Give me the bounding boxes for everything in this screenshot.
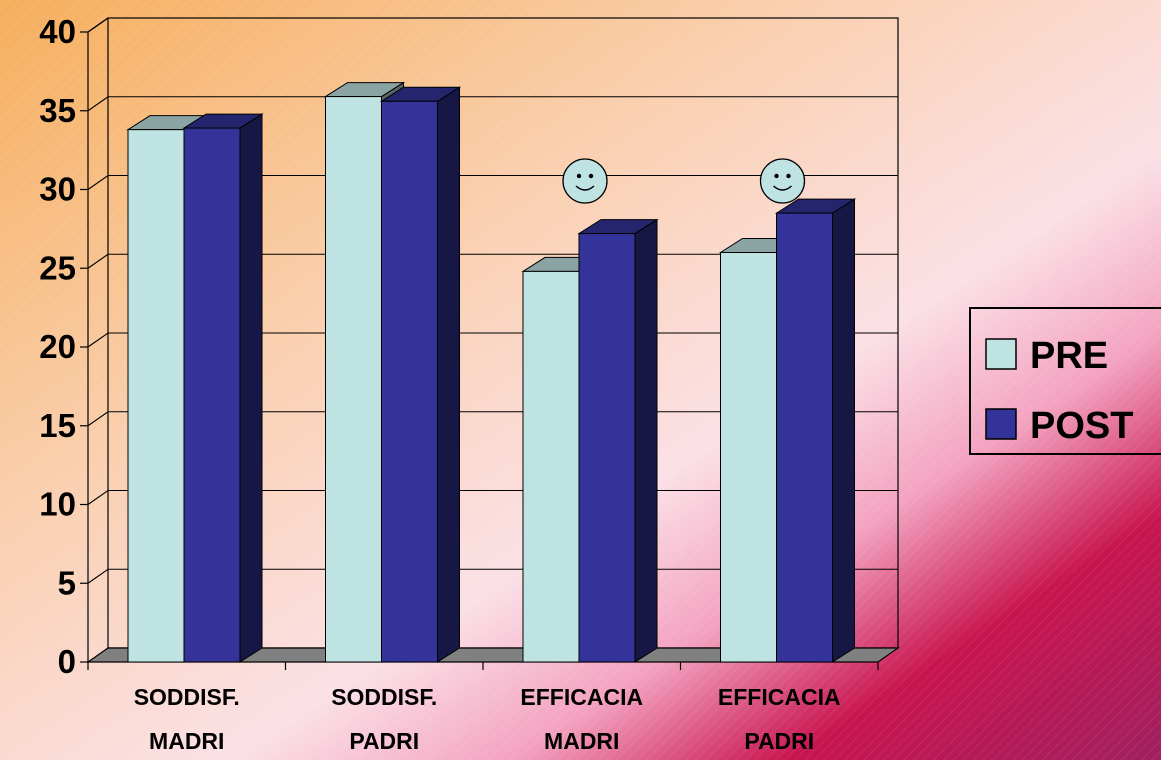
- bar-side: [239, 113, 263, 663]
- y-axis-ticks: 0 5 10 15 20 25 30 35 40: [39, 13, 879, 680]
- y-tick-label: 30: [39, 171, 76, 208]
- bar-front: [183, 127, 241, 663]
- bar-post: [577, 218, 659, 663]
- bar-front: [720, 252, 777, 663]
- bar-post: [379, 86, 462, 663]
- y-tick-label: 40: [39, 13, 76, 50]
- y-tick-label: 25: [39, 249, 76, 286]
- smiley-mouth: [773, 185, 792, 191]
- y-tick-label: 10: [39, 486, 76, 523]
- annotations: [562, 158, 806, 204]
- x-axis-labels: SODDISF. MADRI SODDISF. PADRI EFFICACIA MADRI…: [134, 684, 841, 754]
- x-axis-label: MADRI: [544, 728, 619, 754]
- bar-post: [182, 113, 264, 663]
- smiley-icon: [759, 158, 806, 204]
- gridline: [87, 96, 898, 112]
- bar-post: [774, 198, 857, 663]
- legend-label-post: POST: [1030, 405, 1133, 447]
- legend: PRE POST: [969, 307, 1161, 455]
- gridline: [87, 17, 898, 33]
- smiley-eye: [588, 173, 594, 179]
- bar-front: [325, 96, 382, 663]
- x-axis-label: PADRI: [744, 728, 814, 754]
- bar-front: [127, 129, 185, 663]
- legend-swatch-post: [985, 408, 1017, 440]
- y-tick-label: 20: [39, 328, 76, 365]
- smiley-eye: [774, 173, 779, 179]
- smiley-face: [562, 158, 608, 204]
- y-tick-label: 35: [39, 92, 76, 129]
- y-tick-label: 15: [39, 407, 76, 444]
- x-axis-label: EFFICACIA: [520, 684, 643, 710]
- legend-label-pre: PRE: [1030, 335, 1108, 377]
- y-tick-label: 0: [58, 643, 76, 680]
- smiley-face: [759, 158, 806, 204]
- x-axis-label: PADRI: [349, 728, 419, 754]
- bar-front: [776, 212, 833, 663]
- smiley-eye: [576, 173, 582, 179]
- gridline: [87, 174, 898, 190]
- bar-front: [381, 100, 438, 663]
- y-tick-label: 5: [58, 564, 76, 601]
- smiley-mouth: [575, 185, 595, 191]
- x-axis-label: MADRI: [149, 728, 224, 754]
- smiley-eye: [786, 173, 791, 179]
- x-axis-label: SODDISF.: [331, 684, 437, 710]
- x-axis-label: SODDISF.: [134, 684, 240, 710]
- bar-side: [437, 86, 460, 663]
- x-axis-label: EFFICACIA: [718, 684, 841, 710]
- bar-front: [522, 270, 580, 663]
- bar-front: [578, 233, 636, 663]
- bar-side: [832, 198, 855, 663]
- bar-side: [634, 218, 658, 663]
- bars: [126, 81, 857, 663]
- legend-swatch-pre: [985, 338, 1017, 370]
- legend-box: [969, 307, 1161, 455]
- smiley-icon: [562, 158, 608, 204]
